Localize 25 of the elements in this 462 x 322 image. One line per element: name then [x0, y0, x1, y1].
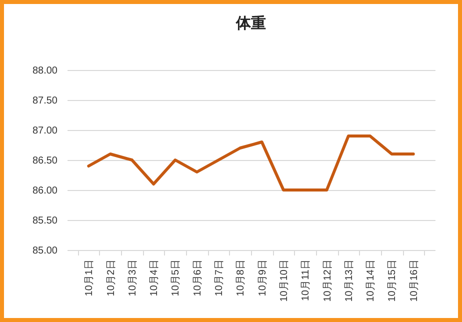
x-tick-label: 10月2日 — [106, 260, 117, 296]
x-tick-label: 10月12日 — [322, 260, 334, 302]
x-tick-label: 10月13日 — [344, 260, 355, 302]
x-tick-label: 10月6日 — [192, 260, 204, 296]
x-tick-label: 10月16日 — [408, 260, 420, 302]
x-tick-label: 10月1日 — [84, 260, 96, 296]
x-tick-label: 10月11日 — [300, 260, 312, 302]
y-tick-label: 88.00 — [32, 66, 58, 76]
y-tick-label: 87.50 — [32, 96, 58, 106]
x-tick-label: 10月15日 — [387, 260, 398, 302]
y-tick-label: 87.00 — [32, 126, 58, 136]
chart-title: 体重 — [235, 15, 266, 32]
y-tick-label: 86.50 — [32, 156, 58, 166]
x-tick-label: 10月5日 — [170, 260, 182, 296]
x-tick-label: 10月3日 — [127, 260, 138, 296]
line-series — [87, 134, 415, 192]
x-tick-label: 10月7日 — [214, 260, 226, 296]
y-tick-label: 85.50 — [32, 216, 58, 226]
y-tick-label: 85.00 — [32, 246, 58, 256]
x-tick-label: 10月10日 — [278, 260, 290, 302]
y-tick-label: 86.00 — [32, 186, 58, 196]
x-tick-label: 10月4日 — [149, 260, 160, 296]
x-tick-label: 10月14日 — [366, 260, 377, 302]
x-tick-label: 10月8日 — [236, 260, 247, 296]
x-tick-label: 10月9日 — [257, 260, 268, 296]
